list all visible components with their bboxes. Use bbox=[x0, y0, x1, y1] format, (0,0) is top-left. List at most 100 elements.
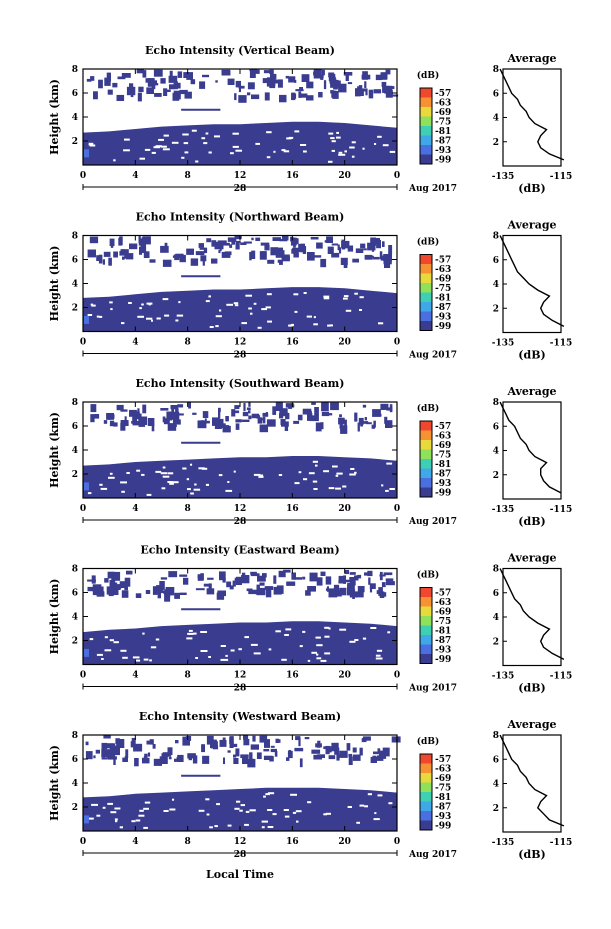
colorbar-swatch bbox=[420, 126, 432, 136]
no-data-gap bbox=[225, 489, 233, 492]
upper-echo-cell bbox=[273, 575, 277, 584]
upper-echo-cell bbox=[256, 587, 266, 596]
upper-echo-cell bbox=[235, 423, 240, 430]
profile-x-label: (dB) bbox=[518, 515, 545, 528]
colorbar-tick-label: -57 bbox=[435, 89, 451, 99]
upper-echo-cell bbox=[382, 85, 389, 93]
upper-echo-cell bbox=[153, 758, 162, 766]
upper-echo-cell bbox=[358, 88, 364, 96]
no-data-gap bbox=[283, 150, 290, 153]
no-data-gap bbox=[338, 153, 346, 156]
colorbar-swatch bbox=[420, 616, 432, 626]
colorbar-swatch bbox=[420, 264, 432, 274]
upper-echo-cell bbox=[357, 586, 365, 593]
colorbar-tick-label: -93 bbox=[435, 146, 451, 156]
upper-echo-cell bbox=[234, 235, 242, 240]
y-tick-label: 2 bbox=[72, 803, 78, 813]
no-data-gap bbox=[139, 809, 144, 812]
no-data-gap bbox=[169, 482, 174, 485]
upper-echo-cell bbox=[234, 93, 237, 101]
upper-echo-cell bbox=[367, 242, 376, 251]
no-data-gap bbox=[167, 472, 174, 475]
upper-echo-cell bbox=[307, 586, 316, 592]
no-data-gap bbox=[218, 474, 223, 477]
upper-echo-cell bbox=[232, 580, 236, 587]
upper-echo-cell bbox=[355, 248, 364, 253]
x-tick-label: 8 bbox=[185, 837, 191, 847]
no-data-gap bbox=[267, 826, 274, 828]
no-data-gap bbox=[294, 310, 298, 313]
no-data-gap bbox=[109, 301, 113, 304]
upper-echo-cell bbox=[109, 579, 116, 587]
no-data-gap bbox=[96, 814, 101, 817]
colorbar-tick-label: -81 bbox=[435, 127, 451, 137]
upper-echo-cell bbox=[113, 757, 116, 765]
upper-echo-cell bbox=[169, 70, 173, 79]
no-data-gap bbox=[160, 145, 167, 148]
upper-echo-cell bbox=[116, 404, 124, 411]
upper-echo-cell bbox=[111, 746, 120, 756]
no-data-gap bbox=[266, 293, 272, 296]
upper-echo-cell bbox=[214, 241, 224, 250]
x-tick-label: 12 bbox=[234, 671, 247, 681]
upper-echo-cell bbox=[183, 577, 189, 585]
upper-echo-cell bbox=[177, 404, 184, 408]
upper-echo-cell bbox=[284, 424, 289, 431]
upper-echo-cell bbox=[140, 246, 147, 253]
no-data-gap bbox=[240, 804, 245, 807]
no-data-gap bbox=[367, 793, 372, 796]
upper-echo-cell bbox=[146, 87, 154, 94]
no-data-gap bbox=[139, 307, 142, 310]
upper-echo-cell bbox=[361, 738, 367, 743]
upper-echo-cell bbox=[113, 251, 118, 258]
upper-echo-cell bbox=[277, 79, 283, 88]
colorbar-swatch bbox=[420, 145, 432, 155]
no-data-gap bbox=[249, 809, 256, 812]
colorbar-swatch bbox=[420, 97, 432, 108]
no-data-gap bbox=[245, 810, 250, 813]
upper-echo-cell bbox=[140, 242, 146, 248]
upper-echo-cell bbox=[263, 70, 273, 74]
heatmap-plot bbox=[83, 569, 397, 665]
upper-echo-cell bbox=[257, 575, 266, 582]
no-data-gap bbox=[313, 316, 316, 319]
no-data-gap bbox=[307, 801, 312, 804]
date-label: 28 bbox=[234, 351, 247, 361]
colorbar-tick-label: -57 bbox=[435, 255, 451, 265]
no-data-gap bbox=[298, 471, 302, 474]
upper-echo-cell bbox=[229, 244, 233, 248]
upper-echo-cell bbox=[104, 77, 111, 86]
no-data-gap bbox=[198, 809, 205, 812]
upper-echo-cell bbox=[294, 747, 304, 752]
x-tick-label: 0 bbox=[394, 671, 400, 681]
colorbar-tick-label: -63 bbox=[435, 598, 451, 608]
y-axis-label: Height (km) bbox=[48, 412, 61, 488]
upper-echo-cell bbox=[206, 735, 214, 745]
no-data-gap bbox=[253, 302, 257, 305]
colorbar-swatch bbox=[420, 273, 432, 284]
upper-echo-cell bbox=[291, 572, 296, 580]
no-data-gap bbox=[263, 795, 266, 798]
profile-y-tick-label: 8 bbox=[493, 398, 499, 408]
upper-echo-cell bbox=[172, 419, 181, 425]
upper-echo-cell bbox=[364, 254, 373, 260]
no-data-gap bbox=[312, 460, 318, 463]
upper-echo-cell bbox=[288, 76, 296, 83]
x-tick-label: 0 bbox=[80, 338, 86, 348]
no-data-gap bbox=[332, 465, 338, 468]
upper-echo-cell bbox=[272, 406, 277, 415]
upper-echo-cell bbox=[106, 413, 114, 420]
no-data-gap bbox=[214, 825, 218, 828]
upper-echo-cell bbox=[364, 81, 367, 88]
upper-echo-cell bbox=[232, 410, 240, 414]
upper-echo-cell bbox=[257, 417, 263, 424]
no-data-gap bbox=[327, 324, 331, 327]
upper-echo-cell bbox=[199, 81, 206, 89]
upper-echo-cell bbox=[179, 89, 188, 95]
no-data-gap bbox=[375, 654, 381, 657]
upper-echo-cell bbox=[246, 407, 251, 411]
upper-echo-cell bbox=[339, 750, 348, 758]
no-data-gap bbox=[96, 653, 103, 656]
upper-echo-cell bbox=[327, 246, 334, 254]
upper-echo-cell bbox=[259, 251, 267, 260]
